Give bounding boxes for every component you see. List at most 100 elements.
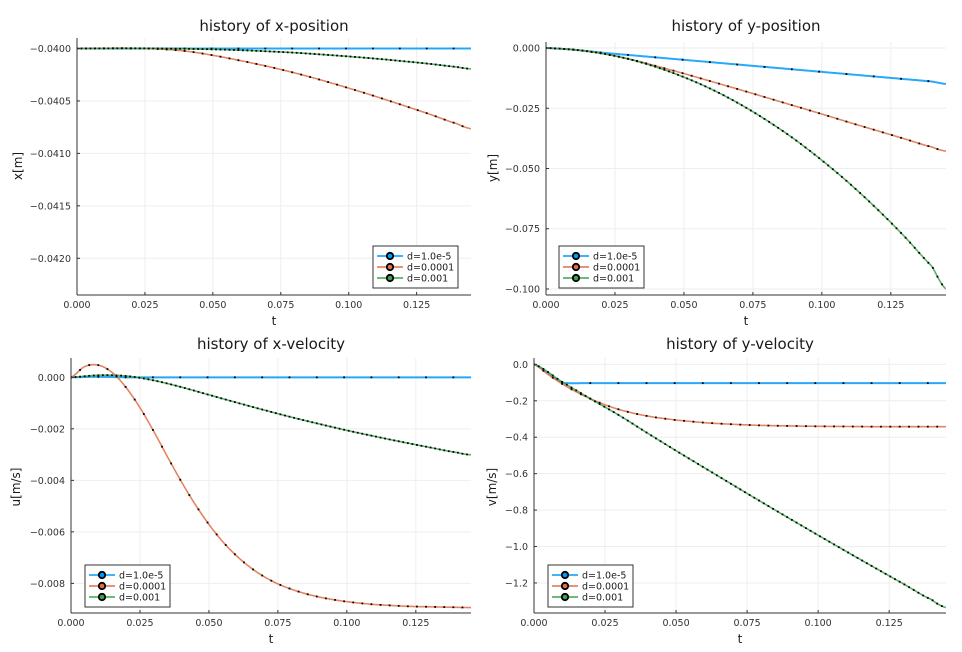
data-point xyxy=(790,104,793,107)
data-point xyxy=(763,65,766,68)
data-point xyxy=(85,47,87,50)
data-point xyxy=(745,106,748,109)
data-point xyxy=(863,126,866,128)
legend-label: d=0.001 xyxy=(119,592,160,603)
data-point xyxy=(384,437,386,440)
data-point xyxy=(206,393,209,396)
data-point xyxy=(804,146,807,149)
data-point xyxy=(367,57,370,59)
data-point xyxy=(375,435,377,438)
y-tick-label: −0.004 xyxy=(30,476,65,487)
data-point xyxy=(246,61,249,63)
series-line-d-0-0001 xyxy=(546,47,946,152)
data-point xyxy=(898,425,901,428)
data-point xyxy=(870,425,873,428)
data-point xyxy=(636,60,638,63)
data-point xyxy=(273,50,276,53)
data-point xyxy=(673,448,676,451)
legend-marker-swatch xyxy=(560,570,570,580)
data-point xyxy=(847,551,850,554)
data-point xyxy=(398,59,401,62)
data-point xyxy=(833,543,835,546)
data-point xyxy=(612,411,615,413)
data-point xyxy=(870,564,873,567)
x-tick-label: 0.050 xyxy=(199,300,226,311)
data-point xyxy=(655,416,657,419)
data-point xyxy=(748,424,751,426)
data-point xyxy=(407,106,410,109)
data-point xyxy=(711,422,714,425)
data-point xyxy=(210,48,213,51)
data-point xyxy=(636,425,639,428)
y-tick-label: 0.000 xyxy=(38,373,65,384)
data-point xyxy=(124,375,127,377)
data-point xyxy=(106,368,109,370)
data-point xyxy=(365,433,368,436)
plot-area xyxy=(77,47,471,130)
data-point xyxy=(252,406,254,408)
x-tick-label: 0.125 xyxy=(877,300,904,311)
x-tick-label: 0.050 xyxy=(662,618,689,629)
data-point xyxy=(617,382,620,385)
data-point xyxy=(268,50,271,53)
data-point xyxy=(579,393,582,396)
data-point xyxy=(581,49,584,52)
data-point xyxy=(165,48,168,51)
data-point xyxy=(745,90,748,93)
data-point xyxy=(590,50,593,53)
data-point xyxy=(270,579,273,582)
data-point xyxy=(329,425,332,428)
panel-y-position: history of y-position t y[m] 0.000 0.025 0… xyxy=(486,17,946,328)
data-point xyxy=(617,408,620,411)
data-point xyxy=(452,376,455,379)
data-point xyxy=(229,399,232,402)
legend-marker-swatch xyxy=(97,570,107,580)
data-point xyxy=(631,422,634,425)
data-point xyxy=(107,47,110,50)
data-point xyxy=(809,529,812,532)
data-point xyxy=(898,580,901,583)
data-point xyxy=(727,96,729,99)
data-point xyxy=(361,432,364,435)
data-point xyxy=(663,68,666,71)
data-point xyxy=(334,426,336,429)
data-point xyxy=(224,544,227,546)
data-point xyxy=(452,121,455,124)
data-point xyxy=(880,570,882,573)
data-point xyxy=(92,374,95,377)
data-point xyxy=(261,574,264,577)
data-point xyxy=(880,425,882,428)
data-point xyxy=(917,425,920,428)
data-point xyxy=(111,374,113,377)
data-point xyxy=(252,568,254,571)
data-point xyxy=(594,400,596,403)
data-point xyxy=(156,47,159,50)
data-point xyxy=(434,606,437,608)
data-point xyxy=(345,55,347,58)
chart-title: history of y-velocity xyxy=(666,335,814,353)
data-point xyxy=(681,58,684,61)
data-point xyxy=(664,443,667,446)
data-point xyxy=(927,80,930,83)
data-point xyxy=(669,446,671,448)
y-tick-label: −0.025 xyxy=(505,104,540,115)
data-point xyxy=(895,227,898,230)
legend-label: d=0.0001 xyxy=(582,581,629,592)
data-point xyxy=(889,425,892,428)
data-point xyxy=(777,126,780,129)
data-point xyxy=(237,59,240,62)
data-point xyxy=(288,376,291,379)
data-point xyxy=(327,54,329,56)
data-point xyxy=(331,54,334,57)
data-point xyxy=(372,47,374,50)
data-point xyxy=(133,398,136,401)
data-point xyxy=(447,450,450,453)
data-point xyxy=(224,398,227,401)
data-point xyxy=(636,413,639,415)
data-point xyxy=(748,494,751,496)
data-point xyxy=(255,49,258,52)
x-tick-label: 0.000 xyxy=(63,300,90,311)
data-point xyxy=(940,605,943,607)
data-point xyxy=(800,143,802,145)
data-point xyxy=(731,99,734,101)
